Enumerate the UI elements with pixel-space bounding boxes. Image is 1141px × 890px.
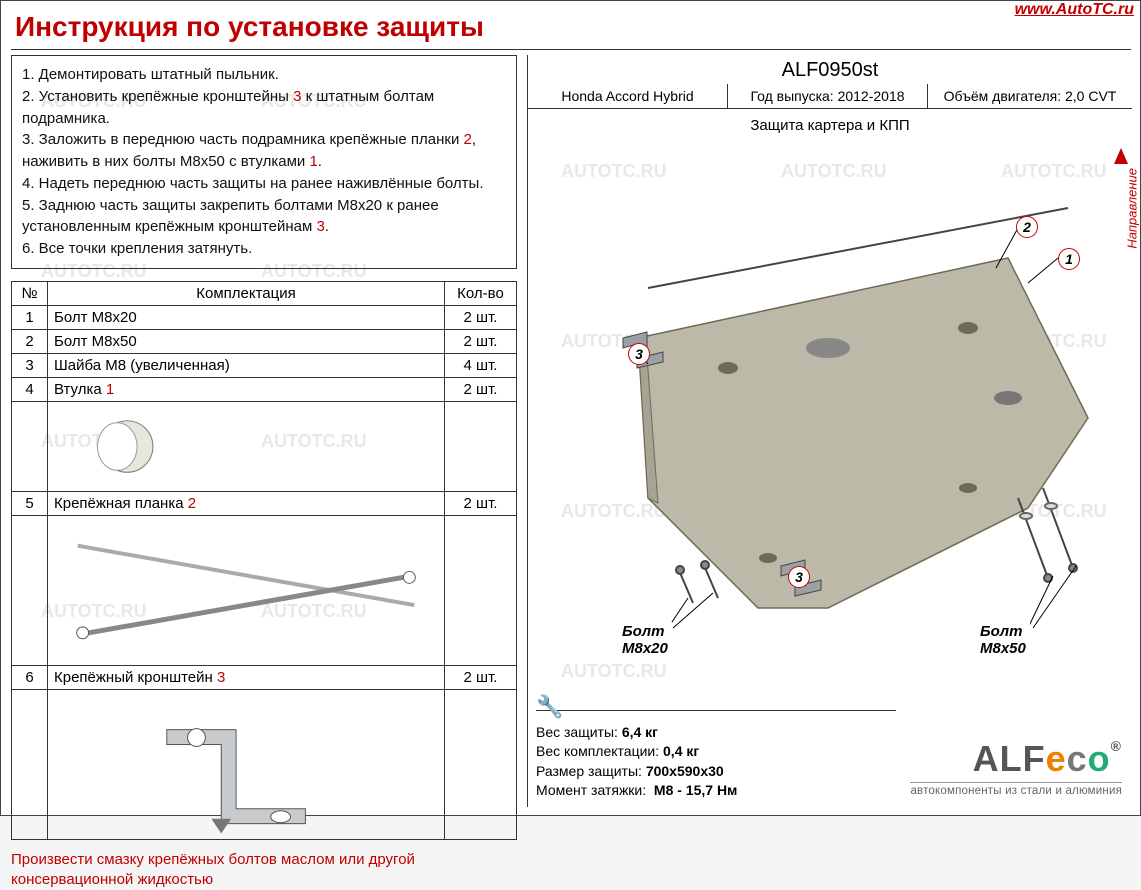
- instr-step: 2. Установить крепёжные кронштейны 3 к ш…: [22, 86, 506, 130]
- table-row: 4Втулка 12 шт.: [12, 377, 517, 401]
- th-name: Комплектация: [48, 281, 445, 305]
- table-row: 1Болт М8х202 шт.: [12, 305, 517, 329]
- instr-step: 5. Заднюю часть защиты закрепить болтами…: [22, 195, 506, 239]
- spec-value: 700х590х30: [646, 763, 724, 779]
- wrench-icon: 🔧: [536, 694, 563, 719]
- description-title: Защита картера и КПП: [528, 109, 1132, 138]
- th-num: №: [12, 281, 48, 305]
- instr-step: 6. Все точки крепления затянуть.: [22, 238, 506, 260]
- callout-3: 3: [788, 566, 810, 588]
- bolt-label-right: БолтМ8х50: [976, 622, 1030, 658]
- diagram-area: Направлениедвижения: [528, 138, 1132, 658]
- table-row: 3Шайба М8 (увеличенная)4 шт.: [12, 353, 517, 377]
- logo-text: ALF: [973, 738, 1046, 779]
- logo-text: e: [1046, 738, 1067, 779]
- lubrication-note: Произвести смазку крепёжных болтов масло…: [11, 850, 517, 890]
- spec-value: 0,4 кг: [663, 743, 699, 759]
- table-row: [12, 401, 517, 491]
- instructions-box: 1. Демонтировать штатный пыльник. 2. Уст…: [11, 55, 517, 269]
- table-row: 5Крепёжная планка 22 шт.: [12, 491, 517, 515]
- table-row: 2Болт М8х502 шт.: [12, 329, 517, 353]
- vehicle-header-row: Honda Accord Hybrid Год выпуска: 2012-20…: [528, 84, 1132, 109]
- right-panel: ALF0950st Honda Accord Hybrid Год выпуск…: [527, 55, 1132, 807]
- strap-icon: [48, 516, 444, 665]
- components-table: № Комплектация Кол-во 1Болт М8х202 шт. 2…: [11, 281, 517, 840]
- table-row: [12, 515, 517, 665]
- instr-step: 4. Надеть переднюю часть защиты на ранее…: [22, 173, 506, 195]
- url-stamp: www.AutoTC.ru: [1015, 1, 1134, 19]
- spec-label: Вес комплектации:: [536, 743, 659, 759]
- logo-subtitle: автокомпоненты из стали и алюминия: [910, 782, 1122, 797]
- registered-icon: ®: [1111, 738, 1122, 754]
- spec-label: Размер защиты:: [536, 763, 642, 779]
- spec-label: Момент затяжки:: [536, 782, 646, 798]
- instr-step: 3. Заложить в переднюю часть подрамника …: [22, 129, 506, 173]
- spec-box: 🔧 Вес защиты: 6,4 кг Вес комплектации: 0…: [536, 692, 737, 801]
- part-number: ALF0950st: [528, 55, 1132, 84]
- logo-text: o: [1088, 738, 1111, 779]
- page-title: Инструкция по установке защиты: [15, 11, 484, 43]
- brand-logo: ALFeco® автокомпоненты из стали и алюмин…: [910, 738, 1122, 797]
- spec-value: М8 - 15,7 Нм: [654, 782, 738, 798]
- table-row: 6Крепёжный кронштейн 32 шт.: [12, 665, 517, 689]
- table-row: [12, 689, 517, 839]
- bolt-label-left: БолтМ8х20: [618, 622, 672, 658]
- callout-1: 1: [1058, 248, 1080, 270]
- callout-3: 3: [628, 343, 650, 365]
- th-qty: Кол-во: [445, 281, 517, 305]
- left-panel: 1. Демонтировать штатный пыльник. 2. Уст…: [11, 55, 517, 890]
- callout-2: 2: [1016, 216, 1038, 238]
- vehicle-label: Honda Accord Hybrid: [528, 84, 728, 108]
- protection-plate-diagram: [528, 138, 1133, 658]
- year-label: Год выпуска: 2012-2018: [728, 84, 928, 108]
- bushing-icon: [48, 402, 444, 491]
- spec-label: Вес защиты:: [536, 724, 618, 740]
- instr-step: 1. Демонтировать штатный пыльник.: [22, 64, 506, 86]
- logo-text: c: [1067, 738, 1088, 779]
- title-underline: [11, 49, 1131, 50]
- spec-value: 6,4 кг: [622, 724, 658, 740]
- engine-label: Объём двигателя: 2,0 CVT: [928, 84, 1132, 108]
- direction-label: Направлениедвижения: [1126, 168, 1141, 249]
- direction-arrow-icon: [1114, 148, 1128, 164]
- instruction-sheet: { "title": "Инструкция по установке защи…: [0, 0, 1141, 816]
